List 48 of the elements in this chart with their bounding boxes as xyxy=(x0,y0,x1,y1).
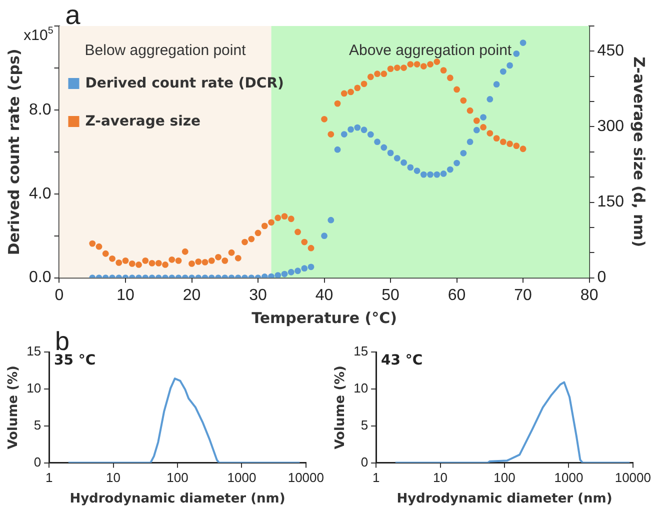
y-tick-label: 5 xyxy=(360,417,368,432)
x-tick-label: 100 xyxy=(166,470,188,486)
y-tick-label: 15 xyxy=(26,344,42,359)
x-tick-label: 40 xyxy=(315,286,334,304)
x-tick-label: 20 xyxy=(182,286,201,304)
y-tick-label: 4.0 xyxy=(28,185,52,202)
x-tick-label: 10 xyxy=(116,286,134,304)
y-tick-label: 5 xyxy=(34,417,42,432)
x-tick-label: 60 xyxy=(448,286,466,304)
x-tick-label: 1 xyxy=(372,470,380,486)
x-tick-label: 70 xyxy=(514,286,532,304)
x-tick-label: 10000 xyxy=(288,470,324,486)
x-axis-title: Hydrodynamic diameter (nm) xyxy=(70,492,286,507)
y-axis-title: Volume (%) xyxy=(6,366,22,450)
x-tick-label: 1000 xyxy=(227,470,256,486)
y2-axis-title: Z-average size (d, nm) xyxy=(630,56,648,248)
x-tick-label: 100 xyxy=(494,470,516,486)
x-axis-title: Temperature (°C) xyxy=(252,308,397,327)
band-label: Above aggregation point xyxy=(348,42,512,60)
x-tick-label: 30 xyxy=(249,286,268,304)
x-axis-title: Hydrodynamic diameter (nm) xyxy=(396,492,612,507)
x-tick-label: 1 xyxy=(45,470,53,486)
chart-title: 43 °C xyxy=(381,352,423,369)
y-axis-title: Volume (%) xyxy=(333,366,348,450)
band-label: Below aggregation point xyxy=(84,42,247,60)
y2-tick-label: 0 xyxy=(597,269,606,286)
chart-title: 35 °C xyxy=(54,352,96,369)
y2-tick-label: 300 xyxy=(597,118,624,136)
x-tick-label: 10 xyxy=(106,470,121,486)
y-tick-label: 0 xyxy=(360,454,368,470)
y-tick-label: 0 xyxy=(34,454,42,470)
y-tick-label: 15 xyxy=(354,344,368,359)
legend-label: Z-average size xyxy=(85,114,201,130)
y2-tick-label: 150 xyxy=(597,194,624,211)
x-tick-label: 10 xyxy=(433,470,448,486)
x-tick-label: 80 xyxy=(580,286,598,304)
y-tick-label: 10 xyxy=(26,380,42,396)
y-tick-label: 0.0 xyxy=(28,269,52,286)
y-tick-label: 10 xyxy=(354,380,368,396)
legend-label: Derived count rate (DCR) xyxy=(85,76,284,92)
x-tick-label: 50 xyxy=(382,286,400,304)
x-tick-label: 1000 xyxy=(554,470,584,486)
annotation: a xyxy=(65,0,82,30)
x-tick-label: 10000 xyxy=(614,470,652,486)
x-tick-label: 0 xyxy=(54,286,64,304)
y-axis-title: Derived count rate (cps) xyxy=(4,48,23,256)
y-tick-label: 8.0 xyxy=(28,101,52,118)
y2-tick-label: 450 xyxy=(597,42,624,60)
